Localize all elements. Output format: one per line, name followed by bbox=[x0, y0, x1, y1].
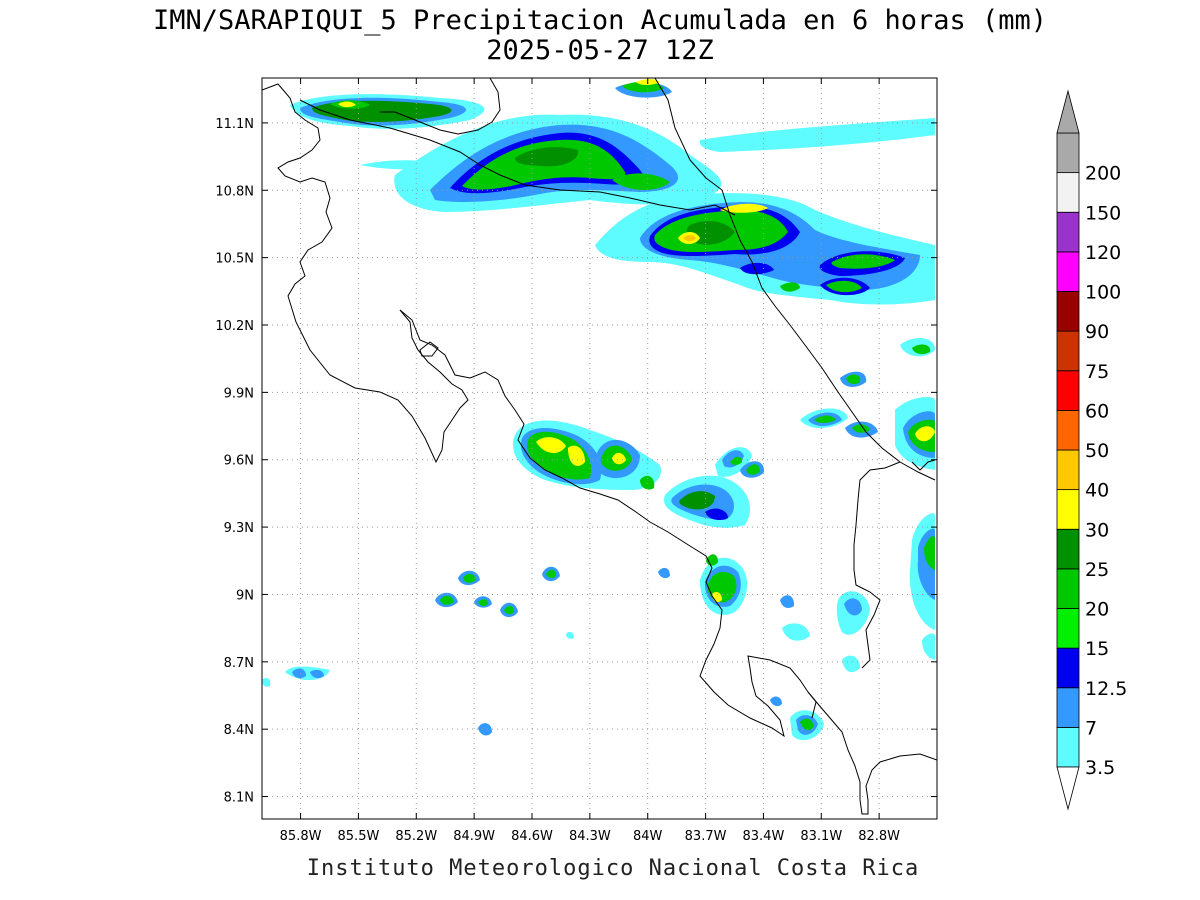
osa-bay bbox=[807, 691, 817, 719]
legend-level-label: 3.5 bbox=[1085, 757, 1115, 779]
lon-tick-label: 83.1W bbox=[800, 829, 842, 844]
gulf-nicoya-coast bbox=[399, 309, 937, 815]
precipitation-layer bbox=[262, 79, 935, 741]
latitude-tick-labels: 11.1N 10.8N 10.5N 10.2N 9.9N 9.6N 9.3N 9N 8.7N 8.… bbox=[215, 117, 254, 806]
pacific-coastline-north bbox=[262, 83, 469, 464]
rain-cell-central bbox=[513, 420, 765, 528]
legend-level-label: 50 bbox=[1085, 440, 1109, 462]
legend-level-label: 200 bbox=[1085, 163, 1121, 185]
lat-tick-label: 8.1N bbox=[224, 791, 254, 806]
legend-swatch bbox=[1056, 608, 1080, 649]
legend-swatch bbox=[1056, 568, 1080, 609]
legend-level-label: 15 bbox=[1085, 638, 1109, 660]
legend-level-label: 20 bbox=[1085, 599, 1109, 621]
map-grid bbox=[262, 78, 937, 819]
legend-swatch bbox=[1056, 291, 1080, 332]
lon-tick-label: 85.8W bbox=[280, 829, 322, 844]
panama-border bbox=[853, 461, 901, 669]
legend-swatch bbox=[1056, 528, 1080, 570]
lat-tick-label: 10.5N bbox=[215, 252, 254, 267]
bocas-coast bbox=[911, 459, 936, 471]
lon-tick-label: 84.9W bbox=[453, 829, 495, 844]
legend-level-label: 75 bbox=[1085, 361, 1109, 383]
legend-level-label: 12.5 bbox=[1085, 678, 1127, 700]
legend-level-label: 120 bbox=[1085, 242, 1121, 264]
legend-level-label: 30 bbox=[1085, 519, 1109, 541]
legend-swatch bbox=[1056, 449, 1080, 491]
legend-swatch bbox=[1056, 251, 1080, 292]
caribbean-coast bbox=[654, 78, 936, 481]
legend-swatch bbox=[1056, 211, 1080, 253]
lat-tick-label: 9.6N bbox=[224, 454, 254, 469]
rain-cell-north bbox=[394, 79, 935, 212]
legend-swatch bbox=[1056, 489, 1080, 530]
legend-level-label: 60 bbox=[1085, 400, 1109, 422]
lat-tick-label: 8.4N bbox=[224, 723, 254, 738]
lat-tick-label: 9N bbox=[236, 588, 254, 603]
lon-tick-label: 84W bbox=[633, 829, 663, 844]
legend-swatch bbox=[1056, 172, 1080, 213]
legend-level-label: 7 bbox=[1085, 717, 1097, 739]
lat-tick-label: 9.3N bbox=[224, 521, 254, 536]
legend-swatch bbox=[1056, 726, 1080, 768]
nicoya-island bbox=[419, 341, 439, 357]
legend-swatch bbox=[1056, 647, 1080, 689]
lon-tick-label: 84.3W bbox=[569, 829, 611, 844]
lat-tick-label: 8.7N bbox=[224, 656, 254, 671]
legend-swatch bbox=[1056, 370, 1080, 411]
legend-swatch bbox=[1056, 330, 1080, 372]
map-title: IMN/SARAPIQUI_5 Precipitacion Acumulada … bbox=[152, 5, 1048, 36]
lon-tick-label: 82.8W bbox=[858, 829, 900, 844]
rain-cell-east bbox=[800, 338, 935, 660]
lon-tick-label: 83.7W bbox=[685, 829, 727, 844]
legend-level-label: 25 bbox=[1085, 559, 1109, 581]
rain-cell-south bbox=[262, 554, 870, 741]
lat-tick-label: 11.1N bbox=[215, 117, 254, 132]
lake-nicaragua-shore bbox=[380, 78, 501, 135]
legend-level-label: 150 bbox=[1085, 202, 1121, 224]
lon-tick-label: 84.6W bbox=[511, 829, 553, 844]
lon-tick-label: 85.2W bbox=[395, 829, 437, 844]
legend-min-arrow bbox=[1056, 766, 1080, 811]
longitude-tick-labels: 85.8W 85.5W 85.2W 84.9W 84.6W 84.3W 84W 83.7W 83… bbox=[280, 829, 901, 844]
lon-tick-label: 83.4W bbox=[743, 829, 785, 844]
legend-max-arrow bbox=[1056, 89, 1080, 134]
rain-cell-northeast bbox=[595, 193, 935, 305]
legend-swatch bbox=[1056, 409, 1080, 451]
legend-level-label: 90 bbox=[1085, 321, 1109, 343]
lat-tick-label: 10.8N bbox=[215, 184, 254, 199]
footer-credit: Instituto Meteorologico Nacional Costa R… bbox=[306, 856, 920, 881]
legend-swatch bbox=[1056, 132, 1080, 174]
map-frame bbox=[261, 77, 938, 820]
nicaragua-border bbox=[299, 99, 736, 216]
map-subtitle: 2025-05-27 12Z bbox=[486, 35, 714, 66]
lon-tick-label: 85.5W bbox=[338, 829, 380, 844]
coastline-layer bbox=[262, 78, 937, 815]
legend-swatch bbox=[1056, 687, 1080, 728]
legend-level-label: 40 bbox=[1085, 480, 1109, 502]
lat-tick-label: 9.9N bbox=[224, 386, 254, 401]
legend-level-label: 100 bbox=[1085, 282, 1121, 304]
color-legend: 3.5 7 12.5 15 20 25 30 40 50 60 75 90 100 120 150 200 bbox=[1056, 89, 1127, 811]
lat-tick-label: 10.2N bbox=[215, 319, 254, 334]
axis-ticks bbox=[262, 78, 937, 819]
